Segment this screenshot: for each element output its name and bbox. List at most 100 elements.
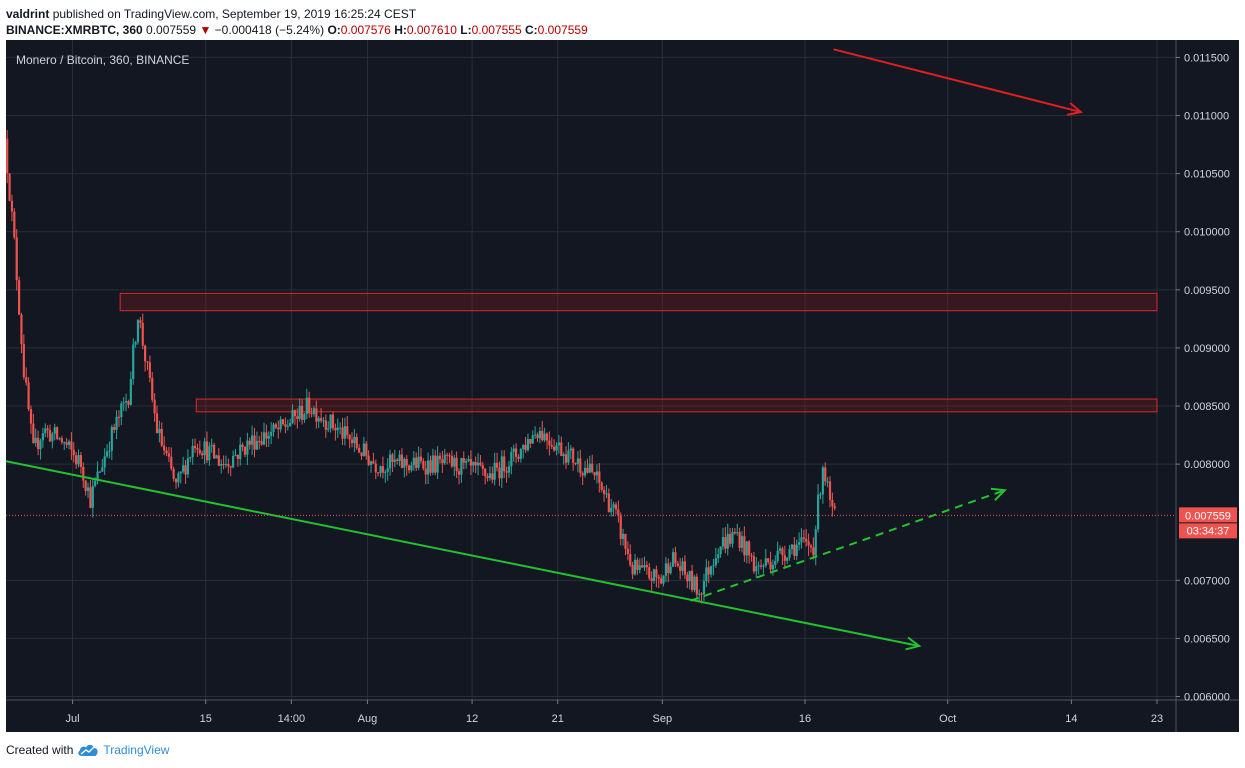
descending-support-line[interactable] <box>5 460 920 647</box>
candle-body <box>381 466 385 473</box>
candle-body <box>434 455 437 473</box>
candle-body <box>462 458 465 463</box>
tradingview-brand-link[interactable]: TradingView <box>103 743 170 757</box>
candle-body <box>510 452 513 467</box>
candle-body <box>412 457 415 466</box>
candle-body <box>467 459 470 461</box>
candle-body <box>350 439 354 444</box>
candle-body <box>524 444 527 451</box>
candle-body <box>358 447 361 453</box>
candle-body <box>657 576 660 579</box>
last-price-label: 0.007559 <box>1185 510 1231 522</box>
candle-body <box>702 581 706 595</box>
candle-body <box>726 534 729 549</box>
time-tick-label: Oct <box>939 713 956 725</box>
candle-body <box>34 437 37 444</box>
candlestick-series <box>6 130 836 604</box>
candle-body <box>531 435 534 444</box>
candle-body <box>507 466 511 473</box>
price-axis[interactable]: 0.011500 0.011000 0.010500 0.010000 0.009500… <box>1176 52 1230 704</box>
candle-body <box>44 428 47 434</box>
candle-body <box>476 462 480 466</box>
candle-body <box>576 458 580 464</box>
candle-body <box>759 565 763 567</box>
candle-body <box>631 564 634 575</box>
candle-body <box>189 457 192 459</box>
candle-body <box>683 561 687 575</box>
candle-body <box>108 450 111 452</box>
candle-body <box>610 507 613 513</box>
candle-body <box>717 554 720 559</box>
price-tick-label: 0.011000 <box>1184 111 1229 123</box>
candle-body <box>346 426 349 435</box>
candle-body <box>769 561 772 570</box>
candle-body <box>695 576 698 595</box>
candle-body <box>534 434 537 436</box>
candle-body <box>277 427 280 430</box>
candle-body <box>538 430 541 439</box>
time-tick-label: Sep <box>653 713 673 725</box>
candle-body <box>545 433 549 441</box>
candle-body <box>491 473 494 480</box>
time-tick-label: 21 <box>552 713 564 725</box>
candle-body <box>662 575 665 584</box>
candle-body <box>774 561 777 566</box>
candle-body <box>182 465 185 472</box>
candle-body <box>783 555 786 561</box>
candle-body <box>284 423 287 427</box>
candle-body <box>184 465 187 475</box>
time-tick-label: 14 <box>1065 713 1077 725</box>
candle-body <box>417 456 420 468</box>
candle-body <box>270 431 273 436</box>
candle-body <box>405 459 408 466</box>
price-tick-label: 0.009000 <box>1184 343 1230 355</box>
candle-body <box>438 455 442 460</box>
candle-body <box>115 416 118 430</box>
candle-body <box>764 558 767 566</box>
time-axis[interactable]: Jul 15 14:00 Aug 12 21 Sep 16 Oct 14 23 <box>66 700 1164 725</box>
candle-body <box>419 456 423 461</box>
candle-body <box>63 442 66 444</box>
resistance-zone[interactable] <box>119 292 1158 312</box>
candle-body <box>690 570 694 590</box>
chart-container[interactable]: 0.011500 0.011000 0.010500 0.010000 0.009500… <box>5 40 1239 732</box>
candle-body <box>826 481 829 483</box>
candle-body <box>98 471 102 473</box>
candle-body <box>671 552 675 567</box>
candle-body <box>305 397 308 415</box>
candle-body <box>348 434 351 440</box>
candle-body <box>474 462 477 466</box>
candle-body <box>67 441 71 445</box>
candle-body <box>262 432 266 445</box>
candle-body <box>469 459 473 466</box>
candle-body <box>676 563 679 567</box>
candle-body <box>274 424 278 428</box>
open-value: 0.007576 <box>340 23 391 37</box>
candle-body <box>293 410 297 417</box>
candle-body <box>203 441 206 456</box>
candle-body <box>377 472 380 474</box>
long-term-downtrend-line[interactable] <box>833 48 1082 114</box>
candle-body <box>215 455 218 459</box>
resistance-zone[interactable] <box>195 398 1158 413</box>
last-price-badge: 0.007559 03:34:37 <box>1179 507 1237 539</box>
candle-body <box>212 444 216 459</box>
candle-body <box>174 478 178 483</box>
candle-body <box>253 435 256 450</box>
candle-body <box>148 362 151 378</box>
candle-body <box>681 561 684 571</box>
time-tick-label: Aug <box>358 713 378 725</box>
candle-body <box>296 416 299 420</box>
candle-body <box>72 449 75 456</box>
candle-body <box>586 467 589 473</box>
candle-body <box>258 440 261 442</box>
candle-body <box>46 428 49 431</box>
candle-body <box>593 471 596 476</box>
candle-body <box>222 464 225 466</box>
candle-body <box>745 541 748 556</box>
author-link[interactable]: valdrint <box>6 7 50 21</box>
candle-body <box>279 419 282 430</box>
candle-body <box>809 545 813 548</box>
price-chart[interactable]: 0.011500 0.011000 0.010500 0.010000 0.009500… <box>5 40 1239 732</box>
candle-body <box>460 458 463 475</box>
